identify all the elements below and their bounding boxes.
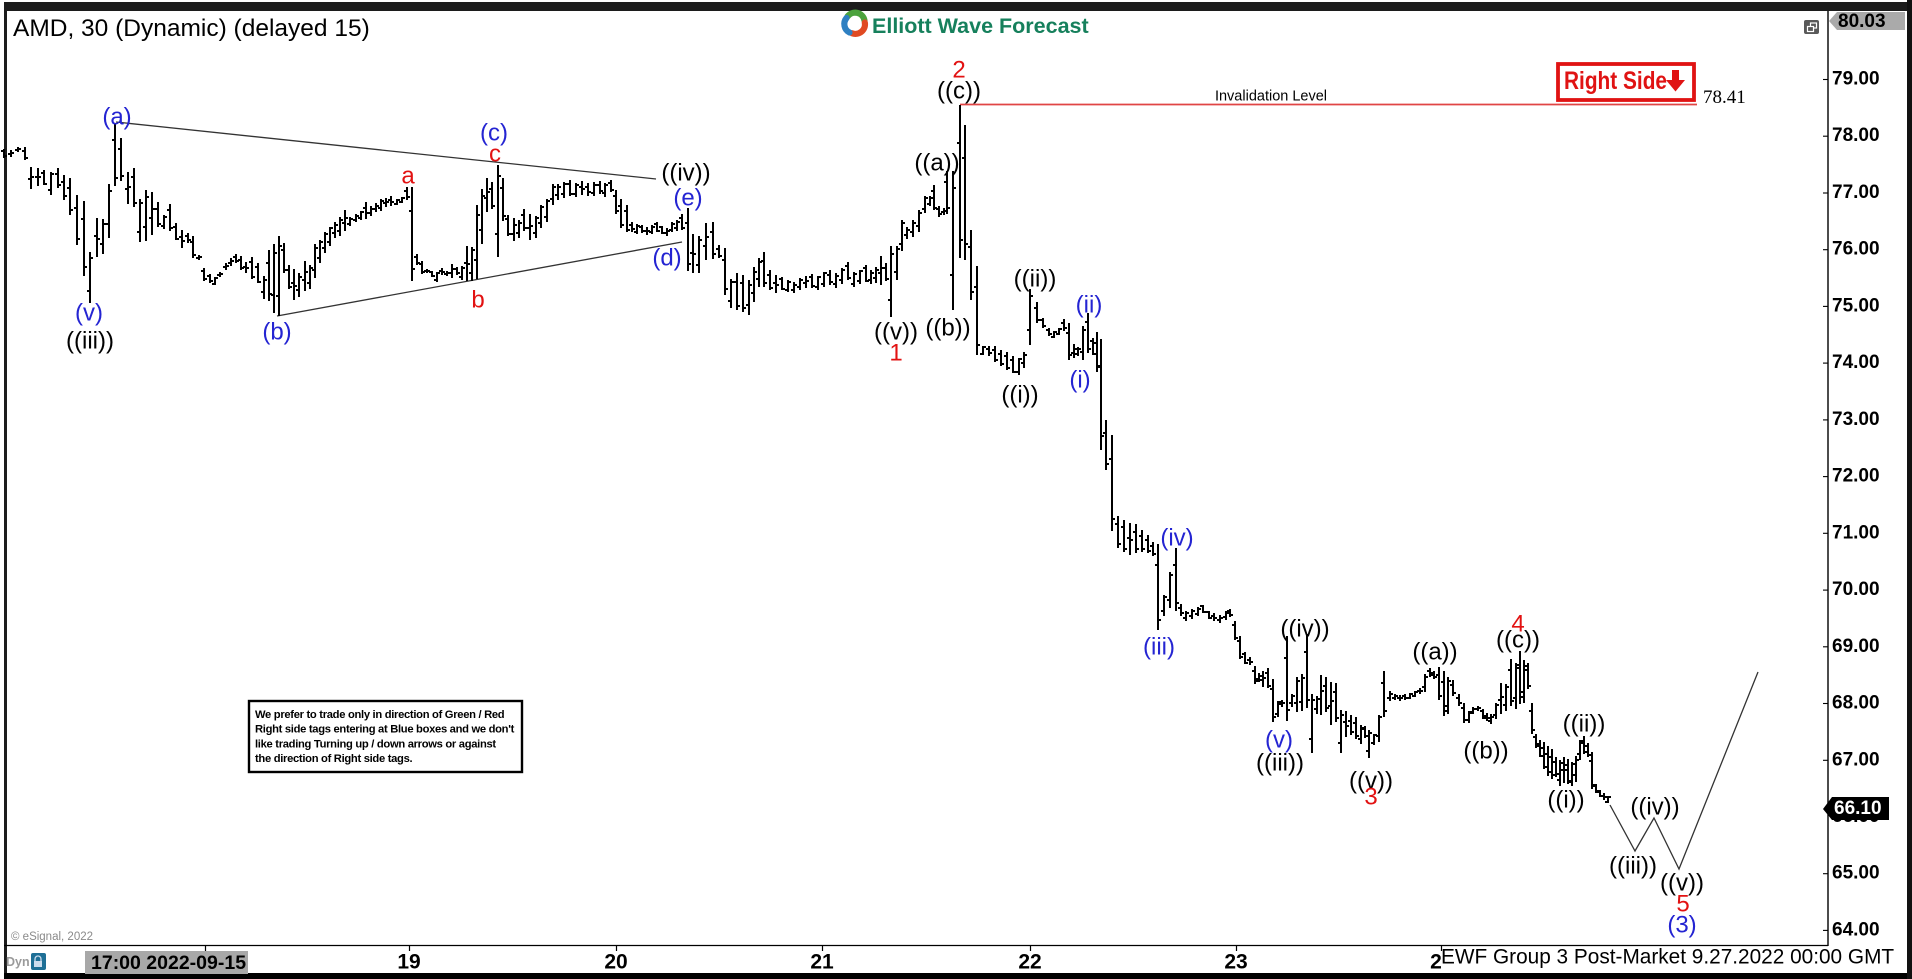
svg-text:Right Side: Right Side xyxy=(1564,67,1667,95)
svg-text:79.00: 79.00 xyxy=(1832,69,1880,90)
svg-text:75.00: 75.00 xyxy=(1832,295,1880,316)
svg-text:(c): (c) xyxy=(480,120,508,147)
svg-text:4: 4 xyxy=(1511,611,1524,638)
svg-text:((v)): ((v)) xyxy=(1349,768,1393,795)
svg-text:80.03: 80.03 xyxy=(1838,11,1886,32)
svg-text:a: a xyxy=(401,163,415,190)
svg-text:Dyn: Dyn xyxy=(6,955,30,969)
svg-text:78.00: 78.00 xyxy=(1832,125,1880,146)
svg-text:like trading Turning up / down: like trading Turning up / down arrows or… xyxy=(255,738,496,750)
svg-text:20: 20 xyxy=(604,951,627,974)
svg-text:(b): (b) xyxy=(262,319,291,346)
svg-text:23: 23 xyxy=(1224,951,1247,974)
svg-text:((iv)): ((iv)) xyxy=(661,160,710,187)
svg-text:b: b xyxy=(471,287,484,314)
svg-text:69.00: 69.00 xyxy=(1832,636,1880,657)
svg-text:2: 2 xyxy=(1430,951,1442,974)
svg-text:We prefer to trade only in dir: We prefer to trade only in direction of … xyxy=(255,709,505,721)
svg-text:((a)): ((a)) xyxy=(914,150,959,177)
svg-text:((iii)): ((iii)) xyxy=(66,328,114,355)
svg-text:((b)): ((b)) xyxy=(1463,738,1508,765)
svg-text:c: c xyxy=(489,141,501,168)
svg-text:Elliott Wave Forecast: Elliott Wave Forecast xyxy=(872,14,1089,38)
svg-text:70.00: 70.00 xyxy=(1832,579,1880,600)
svg-text:(e): (e) xyxy=(673,185,702,212)
svg-text:1: 1 xyxy=(889,340,902,367)
svg-text:77.00: 77.00 xyxy=(1832,182,1880,203)
svg-text:((a)): ((a)) xyxy=(1412,639,1457,666)
svg-text:5: 5 xyxy=(1676,891,1689,918)
svg-text:(3): (3) xyxy=(1667,912,1696,939)
svg-text:© eSignal, 2022: © eSignal, 2022 xyxy=(11,931,93,943)
svg-text:76.00: 76.00 xyxy=(1832,239,1880,260)
svg-text:(v): (v) xyxy=(1265,727,1293,754)
svg-text:((c)): ((c)) xyxy=(937,78,981,105)
svg-text:71.00: 71.00 xyxy=(1832,522,1880,543)
svg-text:((i)): ((i)) xyxy=(1547,787,1584,814)
svg-text:68.00: 68.00 xyxy=(1832,693,1880,714)
svg-text:Right side tags entering at Bl: Right side tags entering at Blue boxes a… xyxy=(255,724,515,736)
svg-text:(iv): (iv) xyxy=(1160,525,1193,552)
svg-text:64.00: 64.00 xyxy=(1832,919,1880,940)
svg-text:73.00: 73.00 xyxy=(1832,409,1880,430)
svg-text:74.00: 74.00 xyxy=(1832,352,1880,373)
svg-text:78.41: 78.41 xyxy=(1703,87,1746,108)
svg-text:17:00 2022-09-15: 17:00 2022-09-15 xyxy=(91,952,246,974)
svg-text:(d): (d) xyxy=(652,245,681,272)
svg-text:21: 21 xyxy=(810,951,834,974)
svg-text:(v): (v) xyxy=(75,300,103,327)
svg-text:Invalidation Level: Invalidation Level xyxy=(1215,89,1327,105)
svg-text:(ii): (ii) xyxy=(1076,292,1103,319)
svg-text:2: 2 xyxy=(952,57,965,84)
svg-text:66.10: 66.10 xyxy=(1834,798,1882,819)
svg-text:the direction of Right side ta: the direction of Right side tags. xyxy=(255,753,412,765)
svg-text:(iii): (iii) xyxy=(1143,634,1175,661)
svg-text:((v)): ((v)) xyxy=(874,319,918,346)
svg-text:3: 3 xyxy=(1364,784,1377,811)
svg-text:((ii)): ((ii)) xyxy=(1563,711,1606,738)
svg-text:((i)): ((i)) xyxy=(1001,382,1038,409)
svg-text:67.00: 67.00 xyxy=(1832,749,1880,770)
svg-text:((ii)): ((ii)) xyxy=(1014,266,1057,293)
svg-text:19: 19 xyxy=(397,951,420,974)
svg-text:((b)): ((b)) xyxy=(925,315,970,342)
svg-text:((iv)): ((iv)) xyxy=(1280,616,1329,643)
svg-text:(a): (a) xyxy=(102,104,131,131)
svg-text:(i): (i) xyxy=(1069,367,1090,394)
svg-text:EWF Group 3 Post-Market 9.27.2: EWF Group 3 Post-Market 9.27.2022 00:00 … xyxy=(1441,946,1894,969)
svg-text:72.00: 72.00 xyxy=(1832,466,1880,487)
svg-text:((iii)): ((iii)) xyxy=(1609,853,1657,880)
svg-text:((c)): ((c)) xyxy=(1496,627,1540,654)
svg-text:AMD, 30 (Dynamic) (delayed 15): AMD, 30 (Dynamic) (delayed 15) xyxy=(13,15,370,42)
svg-text:((v)): ((v)) xyxy=(1660,870,1704,897)
svg-text:((iv)): ((iv)) xyxy=(1630,794,1679,821)
svg-text:((iii)): ((iii)) xyxy=(1256,750,1304,777)
svg-text:65.00: 65.00 xyxy=(1832,863,1880,884)
svg-text:22: 22 xyxy=(1018,951,1041,974)
